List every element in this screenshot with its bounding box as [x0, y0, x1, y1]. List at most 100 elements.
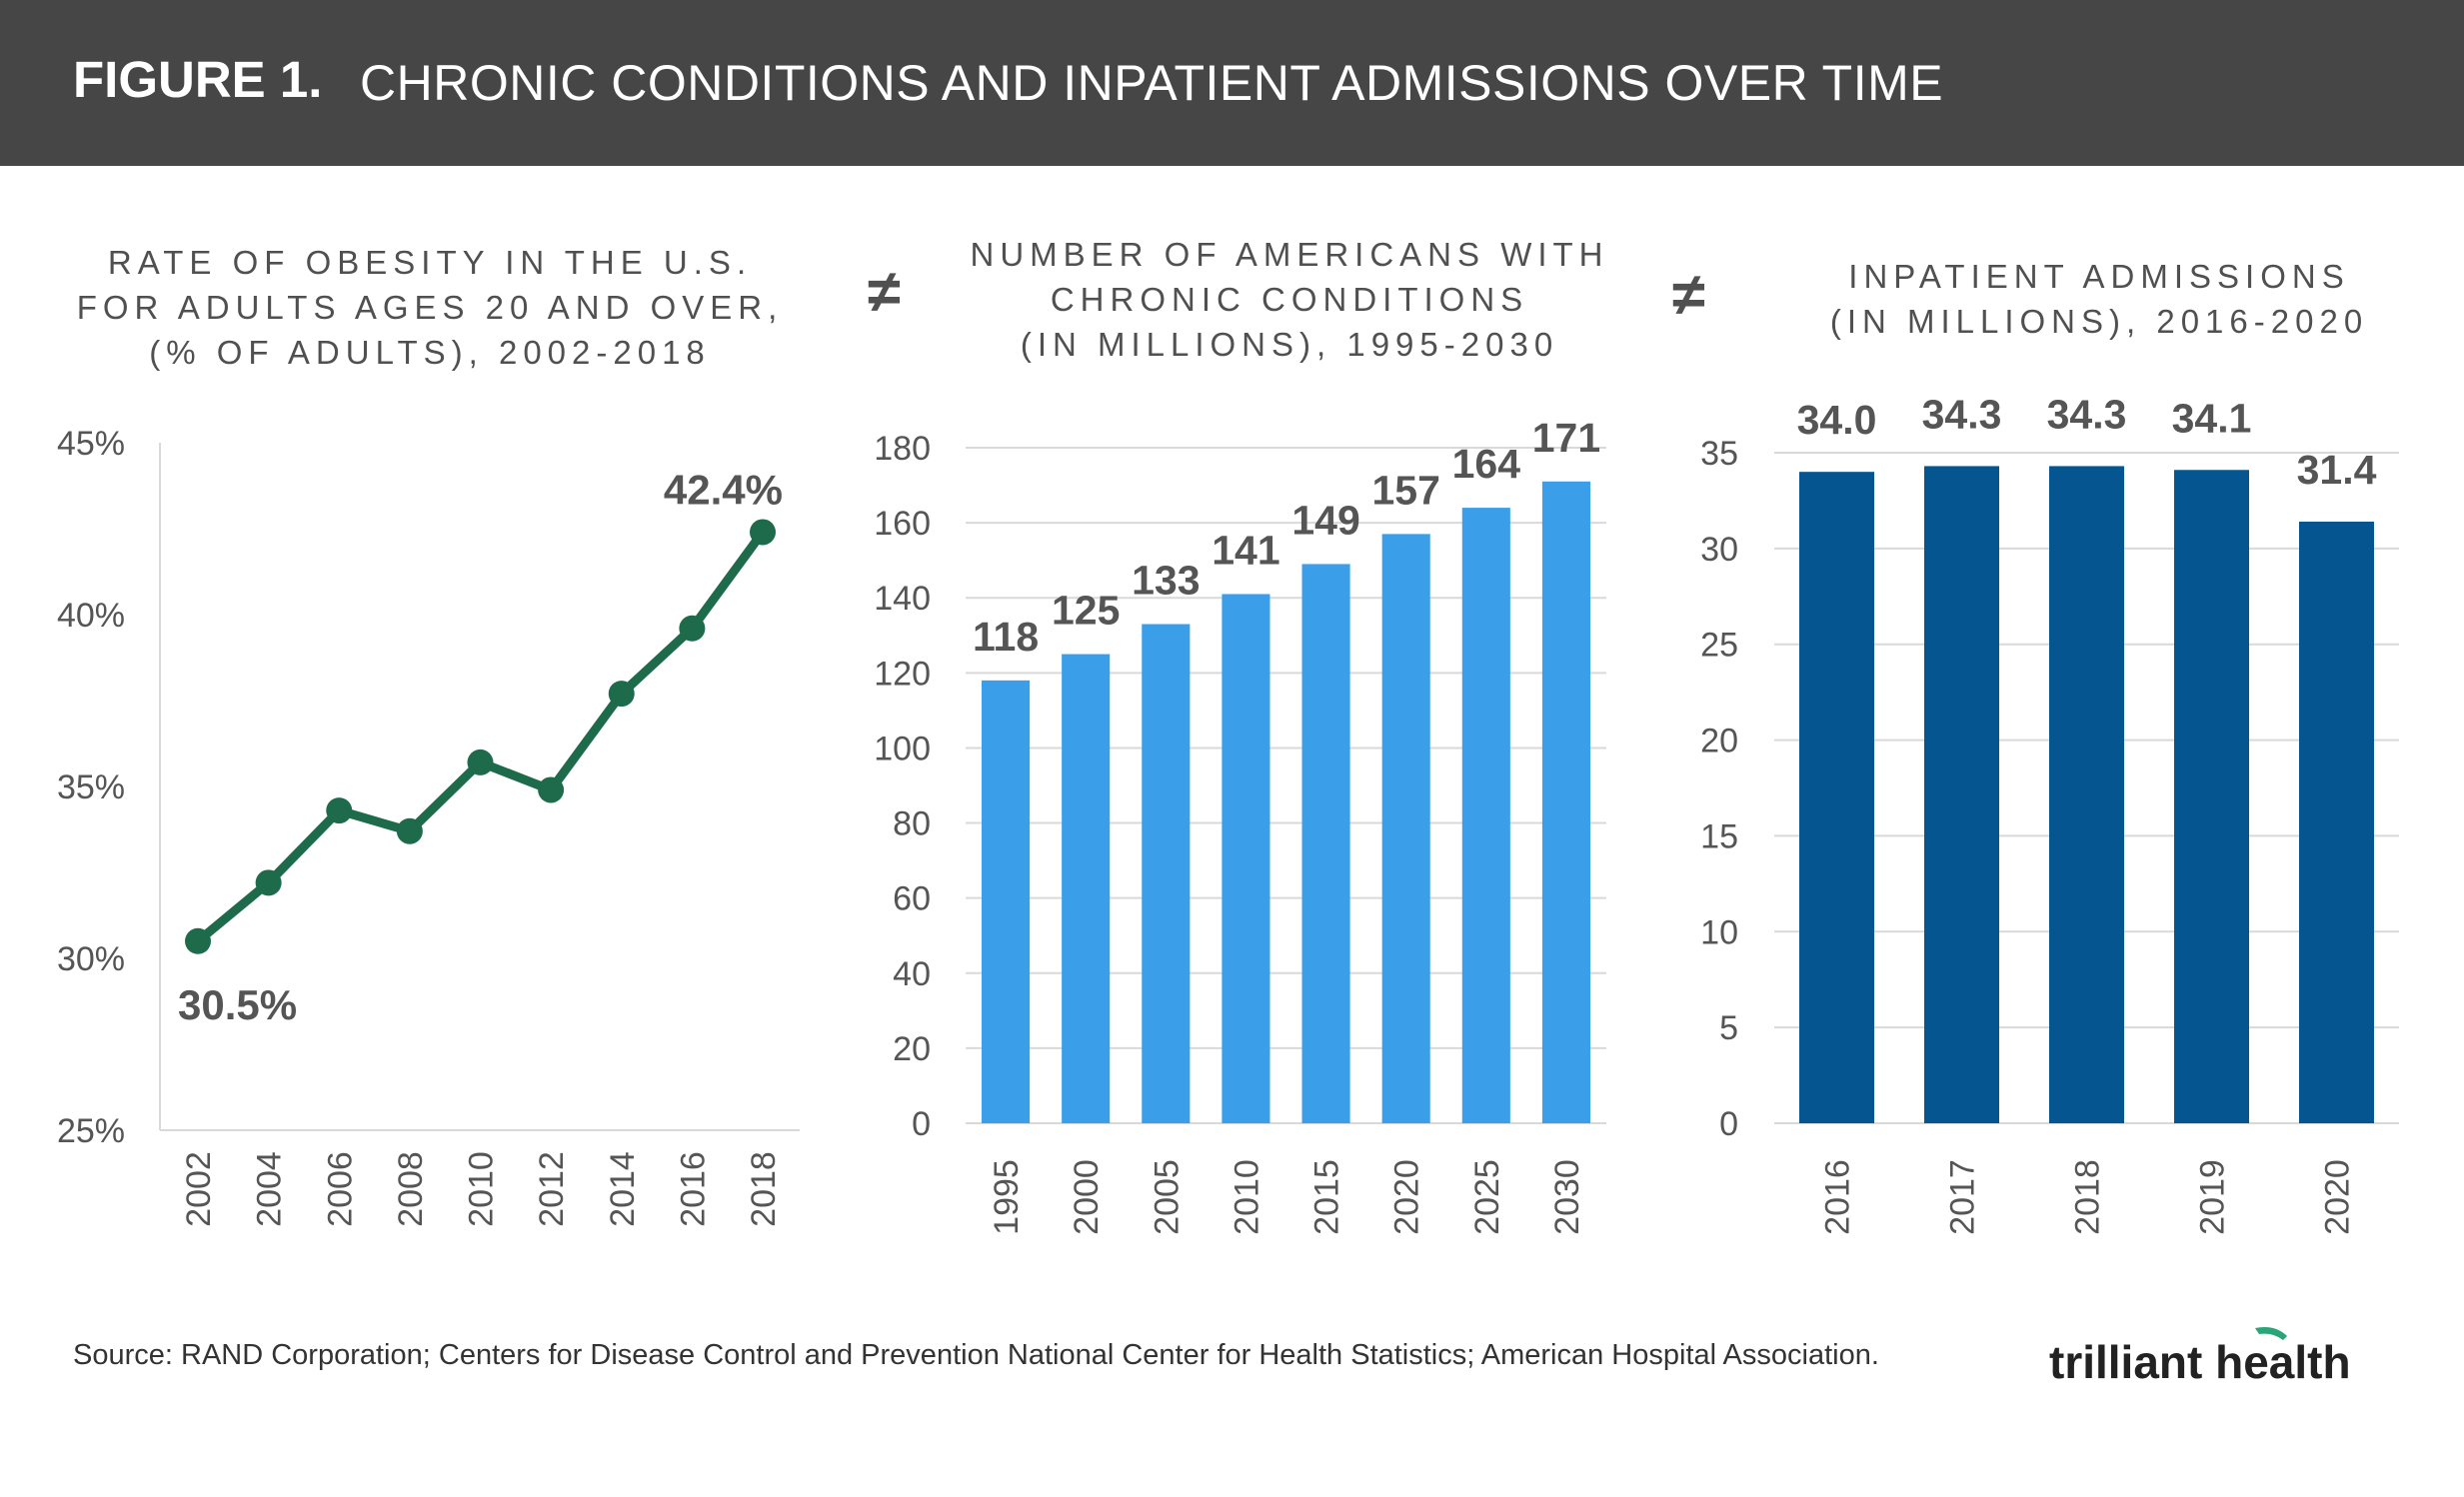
y-tick-label: 30 [1700, 531, 1738, 569]
y-tick-label: 10 [1700, 913, 1738, 951]
series-line [193, 527, 768, 946]
brand-wordmark: trilliant health [2049, 1336, 2351, 1388]
bar [1799, 472, 1874, 1124]
chart-title-line: FOR ADULTS AGES 20 AND OVER, [76, 289, 784, 326]
x-tick-label: 2008 [392, 1151, 430, 1227]
y-tick-label: 60 [893, 880, 931, 918]
logo-swoosh [2255, 1327, 2287, 1340]
data-point [255, 869, 282, 896]
y-tick-label: 140 [874, 580, 931, 618]
y-tick-label: 80 [893, 805, 931, 843]
data-point [538, 776, 565, 803]
y-tick-label: 160 [874, 505, 931, 543]
data-label: 133 [1132, 558, 1200, 604]
y-tick-label: 45% [57, 425, 125, 463]
chart-title-line: (IN MILLIONS), 2016-2020 [1829, 303, 2369, 340]
data-point [185, 927, 211, 954]
data-label: 118 [973, 614, 1039, 660]
trilliant-health-logo: trilliant health [2049, 1327, 2351, 1388]
bar [1541, 481, 1590, 1123]
x-tick-label: 2018 [745, 1151, 783, 1227]
not-equal-symbol: ≠ [1672, 261, 1705, 328]
y-tick-label: 0 [912, 1105, 931, 1143]
bar [1301, 564, 1350, 1123]
x-tick-label: 2016 [1819, 1159, 1857, 1235]
y-tick-label: 20 [1700, 723, 1738, 760]
x-tick-label: 2015 [1308, 1159, 1346, 1235]
chart-title-line: RATE OF OBESITY IN THE U.S. [107, 244, 753, 281]
chart-title-inpatient: INPATIENT ADMISSIONS (IN MILLIONS), 2016… [1739, 254, 2459, 344]
x-tick-label: 2020 [1388, 1159, 1426, 1235]
data-point [608, 681, 635, 708]
data-label: 149 [1291, 497, 1359, 543]
bar [2174, 470, 2249, 1123]
y-tick-label: 15 [1700, 817, 1738, 855]
data-label: 34.1 [2172, 395, 2252, 441]
bar [982, 680, 1031, 1123]
x-tick-label: 2019 [2194, 1159, 2232, 1235]
y-tick-label: 0 [1719, 1105, 1738, 1143]
figure-title: CHRONIC CONDITIONS AND INPATIENT ADMISSI… [360, 55, 1944, 111]
data-label: 171 [1532, 415, 1600, 461]
data-label: 34.3 [2047, 391, 2127, 437]
data-label: 30.5% [178, 981, 297, 1028]
y-tick-label: 180 [874, 430, 931, 468]
y-tick-label: 35 [1700, 435, 1738, 473]
chart-title-line: CHRONIC CONDITIONS [1050, 281, 1529, 318]
data-point [467, 748, 494, 775]
bar [1924, 466, 1999, 1123]
y-tick-label: 25% [57, 1112, 125, 1150]
data-label: 125 [1052, 588, 1120, 634]
x-tick-label: 2006 [321, 1151, 359, 1227]
x-tick-label: 2014 [604, 1151, 642, 1227]
figure-header: FIGURE 1. CHRONIC CONDITIONS AND INPATIE… [0, 0, 2464, 166]
y-tick-label: 25 [1700, 627, 1738, 665]
source-note: Source: RAND Corporation; Centers for Di… [73, 1339, 1879, 1371]
figure-label: FIGURE 1. [73, 51, 323, 108]
chart-title-line: (% OF ADULTS), 2002-2018 [149, 334, 711, 371]
y-tick-label: 35% [57, 768, 125, 806]
chart-title-obesity: RATE OF OBESITY IN THE U.S. FOR ADULTS A… [60, 240, 800, 375]
bar [2049, 466, 2124, 1123]
bar [1461, 508, 1510, 1124]
data-label: 34.3 [1922, 391, 2002, 437]
x-tick-label: 2012 [533, 1151, 571, 1227]
not-equal-symbol: ≠ [868, 258, 901, 325]
charts-canvas: 25%30%35%40%45%2002 2004 2006 2008 2010 2012 2… [57, 391, 2399, 1235]
bar [2299, 522, 2374, 1123]
x-tick-label: 2010 [463, 1151, 501, 1227]
x-tick-label: 2010 [1228, 1159, 1265, 1235]
x-tick-label: 2002 [180, 1151, 218, 1227]
obesity-line-chart: 25% 30% 35% 40% 45% 2002 2004 2006 2008 2010 2012 2… [57, 425, 800, 1227]
x-tick-label: 2004 [251, 1151, 289, 1227]
y-tick-label: 40% [57, 597, 125, 635]
x-tick-label: 2030 [1548, 1159, 1586, 1235]
inpatient-admissions-bar-chart: 0 5 10 15 20 25 30 35 34.0 2016 34.3 2017 34.3 2018 34… [1700, 391, 2399, 1235]
x-tick-label: 2020 [2319, 1159, 2357, 1235]
bar [1222, 594, 1270, 1123]
bar [1381, 534, 1430, 1123]
data-label: 141 [1212, 527, 1279, 573]
chart-title-chronic: NUMBER OF AMERICANS WITH CHRONIC CONDITI… [920, 232, 1659, 367]
data-label: 31.4 [2297, 447, 2377, 493]
x-tick-label: 2000 [1068, 1159, 1106, 1235]
bar [1062, 654, 1111, 1123]
y-tick-label: 20 [893, 1030, 931, 1068]
data-label: 34.0 [1797, 397, 1877, 443]
data-label: 42.4% [664, 466, 783, 513]
data-point [679, 615, 706, 642]
x-tick-label: 1995 [988, 1159, 1026, 1235]
chart-title-line: (IN MILLIONS), 1995-2030 [1020, 326, 1559, 363]
chart-title-line: INPATIENT ADMISSIONS [1848, 258, 2350, 295]
chart-title-line: NUMBER OF AMERICANS WITH [970, 236, 1609, 273]
data-point [750, 519, 776, 546]
y-tick-label: 100 [874, 730, 931, 767]
y-tick-label: 40 [893, 955, 931, 993]
x-tick-label: 2025 [1468, 1159, 1506, 1235]
bar [1142, 624, 1191, 1123]
data-point [396, 817, 423, 844]
x-tick-label: 2005 [1148, 1159, 1186, 1235]
data-label: 164 [1452, 441, 1521, 487]
data-label: 157 [1371, 467, 1439, 513]
data-point [326, 797, 353, 824]
